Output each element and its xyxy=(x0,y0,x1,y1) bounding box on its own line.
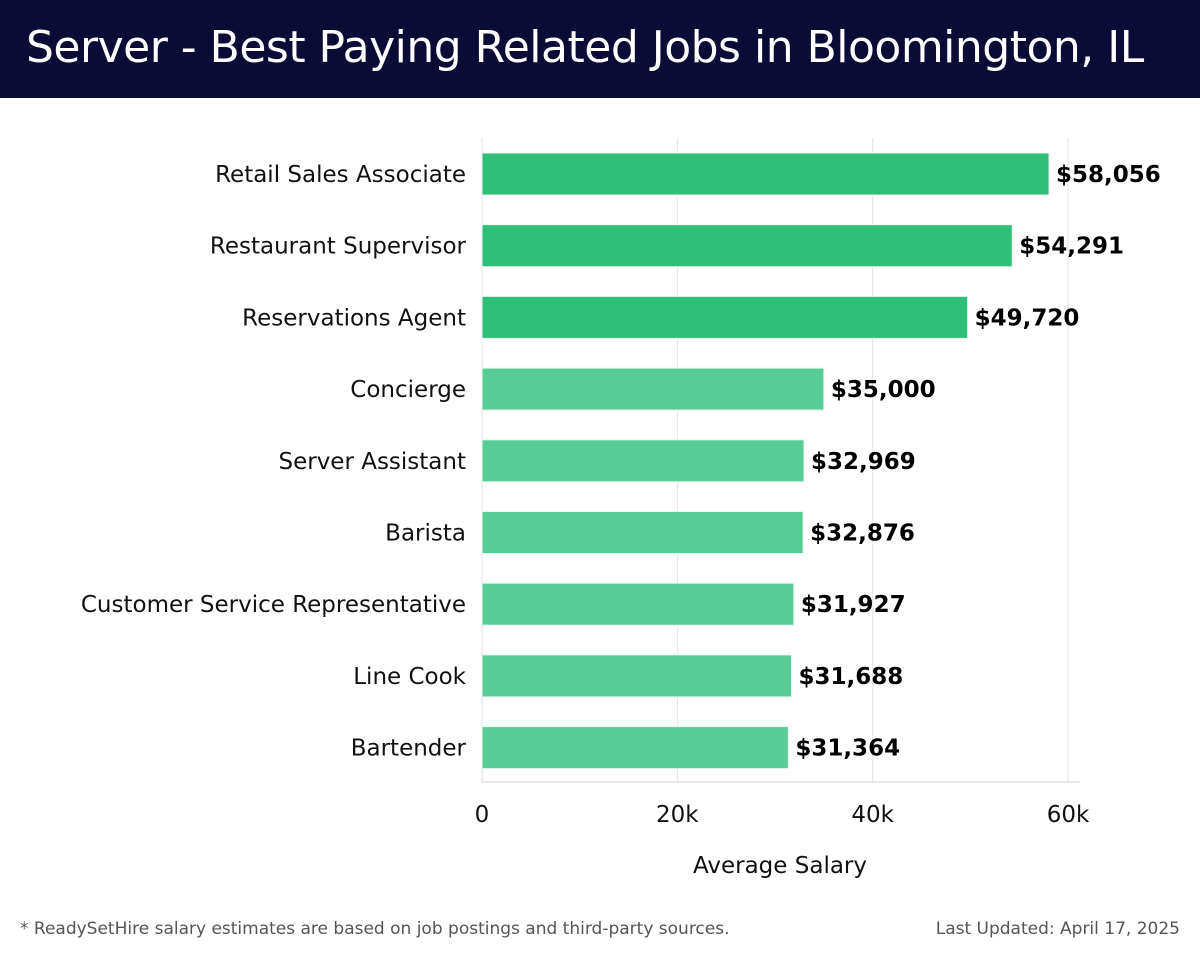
category-label: Concierge xyxy=(350,377,466,403)
value-label: $31,927 xyxy=(801,592,906,618)
bar xyxy=(481,726,789,770)
value-label: $35,000 xyxy=(831,377,936,403)
value-label: $49,720 xyxy=(975,305,1080,331)
salary-bar-chart: Retail Sales Associate $58,056 Restaurant … xyxy=(81,138,1161,879)
bar xyxy=(481,654,792,698)
bar xyxy=(481,439,805,483)
category-label: Server Assistant xyxy=(278,449,466,475)
category-label: Bartender xyxy=(351,736,467,762)
category-label: Restaurant Supervisor xyxy=(210,234,467,260)
x-axis-label: Average Salary xyxy=(693,853,867,879)
category-label: Retail Sales Associate xyxy=(215,162,466,188)
value-label: $32,876 xyxy=(810,521,915,547)
value-label: $58,056 xyxy=(1056,162,1161,188)
value-label: $31,364 xyxy=(795,736,900,762)
value-label: $31,688 xyxy=(798,664,903,690)
page-title: Server - Best Paying Related Jobs in Blo… xyxy=(26,22,1144,73)
bar xyxy=(481,295,969,339)
bar xyxy=(481,511,804,554)
x-tick-label: 20k xyxy=(656,802,699,828)
category-label: Reservations Agent xyxy=(242,305,466,331)
category-label: Barista xyxy=(385,521,466,547)
bar xyxy=(481,224,1013,268)
category-label: Customer Service Representative xyxy=(81,592,466,618)
bar xyxy=(481,152,1050,196)
value-label: $32,969 xyxy=(811,449,916,475)
x-tick-label: 0 xyxy=(475,802,490,828)
value-label: $54,291 xyxy=(1019,234,1124,260)
last-updated: Last Updated: April 17, 2025 xyxy=(935,919,1180,939)
x-tick-label: 60k xyxy=(1047,802,1090,828)
bar xyxy=(481,582,795,626)
bar xyxy=(481,367,825,411)
header-bar: Server - Best Paying Related Jobs in Blo… xyxy=(0,0,1200,98)
x-tick-label: 40k xyxy=(851,802,894,828)
category-label: Line Cook xyxy=(353,664,466,690)
footer-note: * ReadySetHire salary estimates are base… xyxy=(20,919,730,939)
